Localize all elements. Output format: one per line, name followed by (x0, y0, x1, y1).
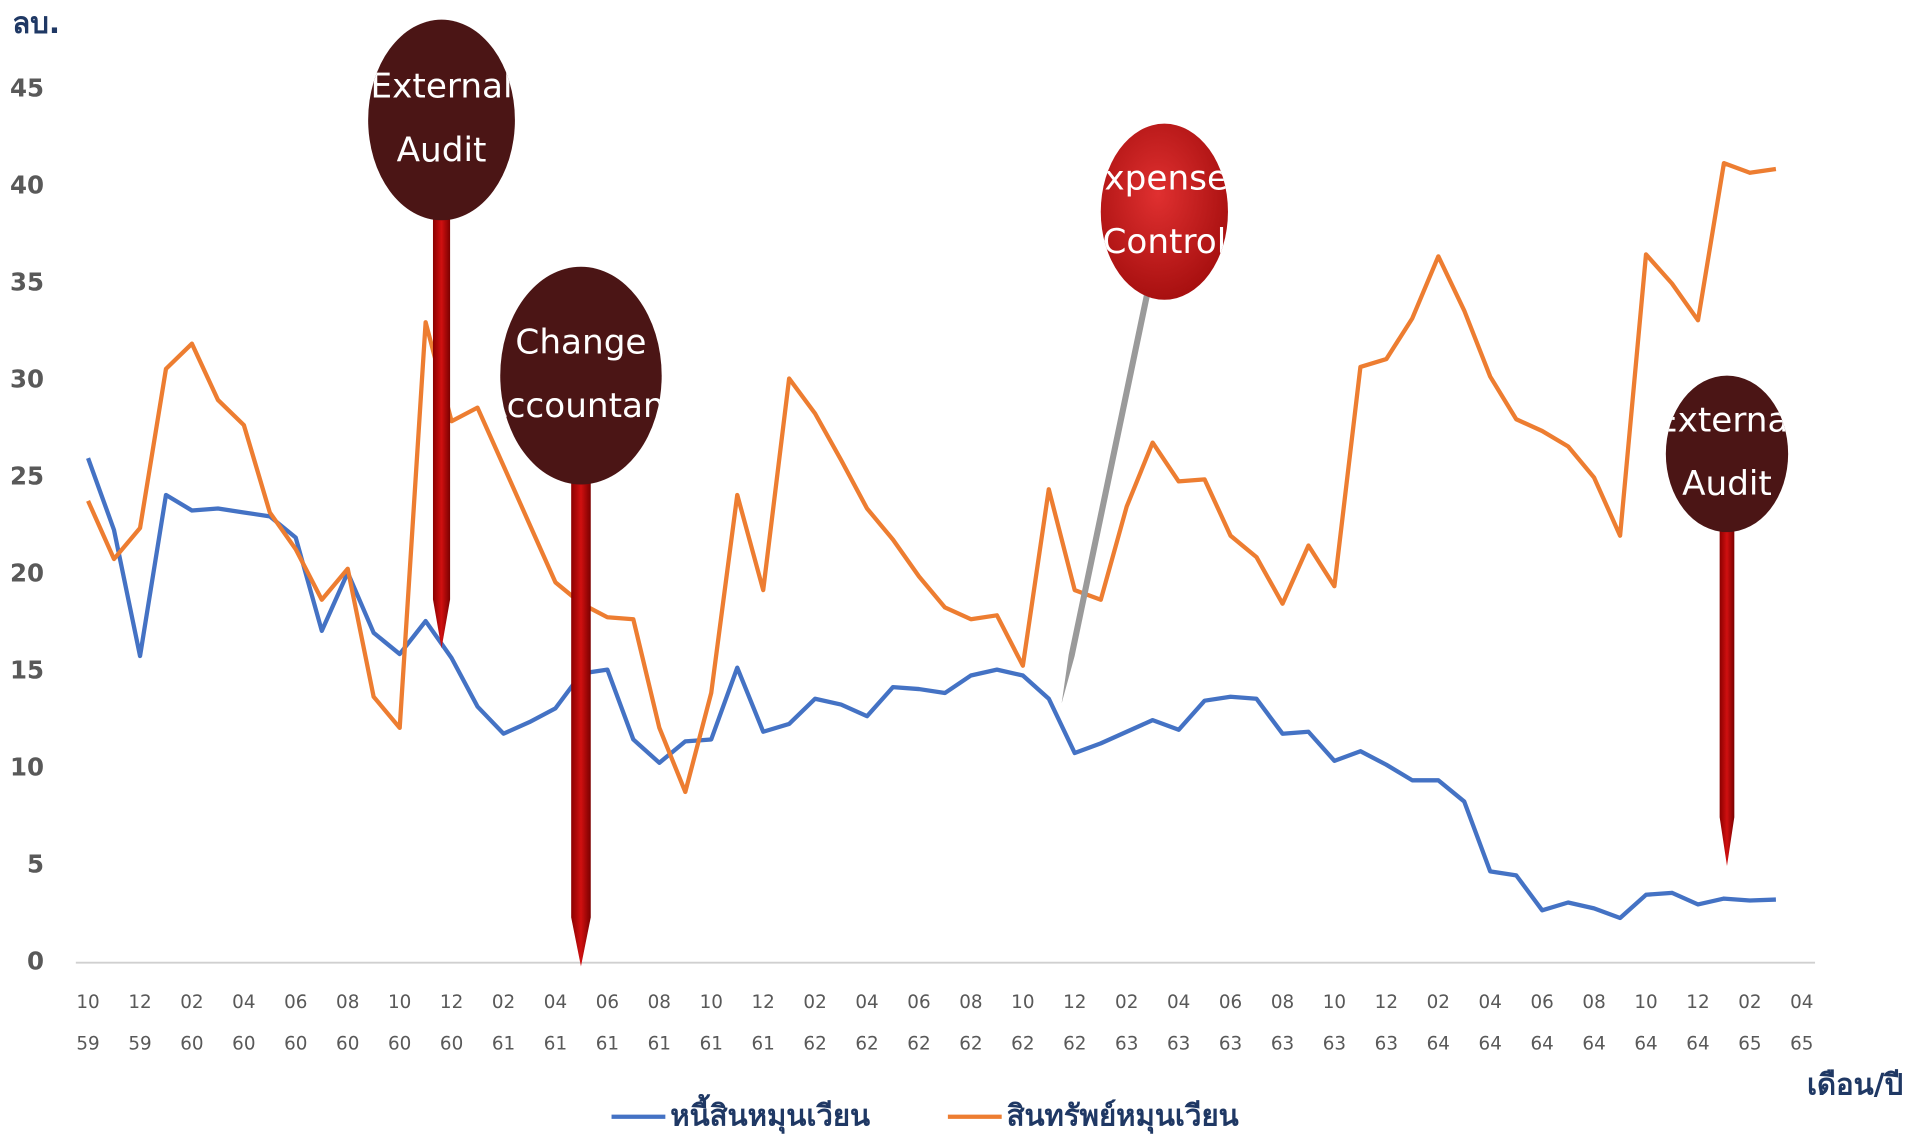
pin-needle (571, 473, 591, 967)
series-line (86, 160, 1777, 795)
x-tick-label: 04 63 (1167, 992, 1190, 1055)
x-tick-label: 08 62 (959, 992, 982, 1055)
x-tick-label: 12 63 (1375, 992, 1398, 1055)
x-tick-label: 12 64 (1686, 992, 1709, 1055)
y-tick-label: 0 (27, 947, 44, 976)
legend-label: หนี้สินหมุนเวียน (670, 1093, 870, 1133)
y-tick-label: 35 (10, 267, 44, 296)
x-tick-label: 04 65 (1790, 992, 1813, 1055)
x-tick-label: 02 60 (180, 992, 203, 1055)
annotation-text: Accountant (484, 386, 678, 426)
x-tick-label: 04 64 (1479, 992, 1502, 1055)
x-tick-label: 02 62 (803, 992, 826, 1055)
x-tick-label: 12 62 (1063, 992, 1086, 1055)
pin-head (368, 19, 515, 221)
x-tick-label: 10 59 (76, 992, 99, 1055)
legend-label: สินทรัพย์หมุนเวียน (1007, 1098, 1239, 1133)
x-tick-label: 06 64 (1530, 992, 1553, 1055)
x-tick-label: 10 60 (388, 992, 411, 1055)
pin-head (1100, 123, 1228, 300)
x-tick-label: 10 64 (1634, 992, 1657, 1055)
annotation-text: External (371, 67, 513, 107)
x-tick-label: 02 65 (1738, 992, 1761, 1055)
x-tick-label: 08 63 (1271, 992, 1294, 1055)
x-tick-label: 06 61 (596, 992, 619, 1055)
annotation-text: External (1656, 401, 1798, 441)
pin-needle (432, 210, 451, 649)
annotation-text: Audit (397, 130, 487, 170)
x-tick-label: 02 61 (492, 992, 515, 1055)
y-tick-label: 30 (10, 364, 44, 393)
x-tick-label: 10 61 (700, 992, 723, 1055)
x-tick-label: 06 60 (284, 992, 307, 1055)
pin-label: Change Accountant (484, 322, 678, 426)
annotation-text: Control (1102, 222, 1226, 262)
annotation-text: Audit (1682, 464, 1772, 504)
x-tick-label: 04 62 (855, 992, 878, 1055)
pin-needle (1061, 288, 1152, 704)
x-tick-label: 06 62 (907, 992, 930, 1055)
y-tick-label: 40 (10, 170, 44, 199)
x-tick-label: 08 60 (336, 992, 359, 1055)
x-tick-label: 02 63 (1115, 992, 1138, 1055)
y-tick-label: 15 (10, 656, 44, 685)
pin-label: Expenses Control (1083, 158, 1246, 262)
annotation-text: Change (515, 322, 646, 362)
pin-label: External Audit (1656, 401, 1798, 505)
annotation-text: Expenses (1083, 158, 1246, 198)
pin-head (1665, 375, 1789, 533)
y-axis-label: ลบ. (12, 6, 60, 40)
x-tick-label: 12 59 (128, 992, 151, 1055)
series-line (86, 457, 1776, 921)
x-tick-label: 10 62 (1011, 992, 1034, 1055)
pin-label: External Audit (371, 67, 513, 171)
x-tick-label: 04 61 (544, 992, 567, 1055)
x-tick-label: 06 63 (1219, 992, 1242, 1055)
annotations: External Audit Change Accountant Expenses Con… (368, 19, 1798, 967)
pin-head (500, 266, 662, 485)
y-tick-label: 10 (10, 753, 44, 782)
x-tick-label: 08 64 (1582, 992, 1605, 1055)
x-tick-label: 12 61 (752, 992, 775, 1055)
y-tick-label: 45 (10, 73, 44, 102)
y-tick-label: 20 (10, 559, 44, 588)
y-tick-label: 25 (10, 462, 44, 491)
y-tick-label: 5 (27, 850, 44, 879)
x-axis-label: เดือน/ปี (1807, 1068, 1903, 1102)
x-tick-label: 10 63 (1323, 992, 1346, 1055)
pin-needle (1719, 524, 1735, 867)
x-tick-label: 02 64 (1427, 992, 1450, 1055)
x-tick-label: 12 60 (440, 992, 463, 1055)
x-tick-label: 04 60 (232, 992, 255, 1055)
plot-area: 0 5 10 15 20 25 30 35 40 45 10 59 12 59 02 60 04 60 06 60 08… (10, 73, 1813, 1054)
x-tick-label: 08 61 (648, 992, 671, 1055)
